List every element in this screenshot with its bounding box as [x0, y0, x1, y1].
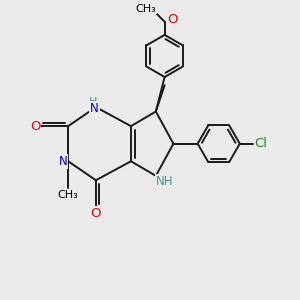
Text: O: O — [30, 120, 40, 133]
Text: O: O — [168, 13, 178, 26]
Text: CH₃: CH₃ — [135, 4, 156, 14]
Text: NH: NH — [156, 175, 173, 188]
Text: N: N — [90, 102, 99, 115]
Text: H: H — [89, 97, 97, 107]
Text: CH₃: CH₃ — [58, 190, 79, 200]
Text: Cl: Cl — [255, 137, 268, 150]
Text: O: O — [91, 207, 101, 220]
Text: N: N — [58, 155, 67, 168]
